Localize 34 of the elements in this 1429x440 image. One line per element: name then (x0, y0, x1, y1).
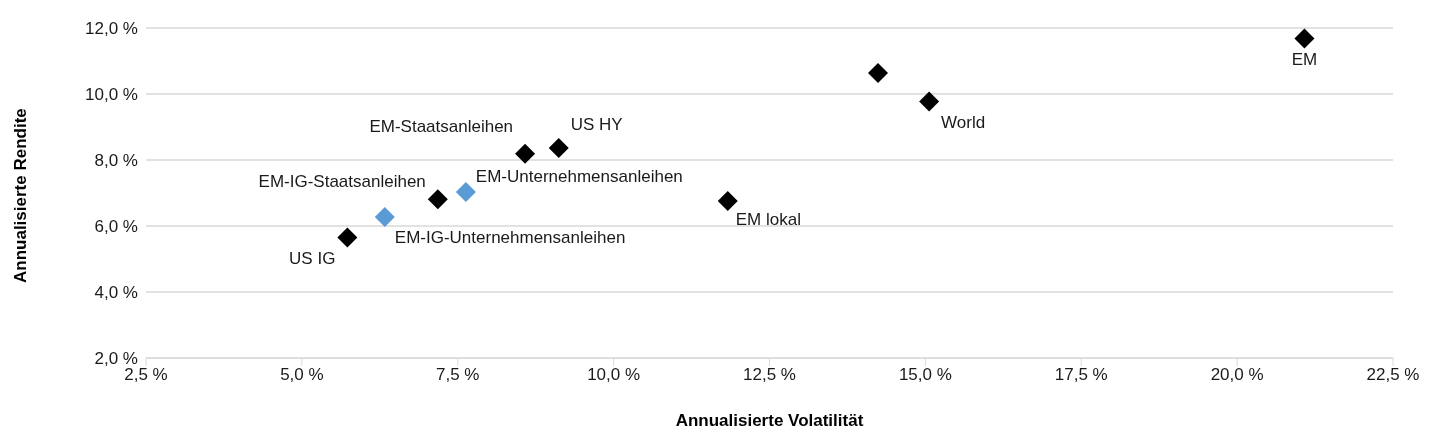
series-label: EM (1291, 49, 1318, 69)
point (374, 207, 395, 228)
y-axis-title: Annualisierte Rendite (11, 108, 31, 283)
series-label: World (941, 112, 986, 132)
y-tick-label: 8,0 % (94, 151, 138, 171)
point (427, 189, 448, 210)
series-label: EM-Unternehmensanleihen (475, 167, 683, 187)
y-tick-label: 6,0 % (94, 217, 138, 237)
series-label: US IG (289, 248, 336, 268)
point (1294, 28, 1315, 49)
point (867, 62, 888, 83)
point (455, 182, 476, 203)
series-label: EM-IG-Unternehmensanleihen (394, 228, 626, 248)
point (515, 143, 536, 164)
y-tick-label: 4,0 % (94, 283, 138, 303)
point (548, 138, 569, 159)
point (337, 227, 358, 248)
series-label: EM lokal (735, 209, 801, 229)
y-tick-label: 12,0 % (85, 19, 138, 39)
series-label: EM-Staatsanleihen (369, 116, 514, 136)
x-tick-label: 12,5 % (743, 365, 796, 385)
x-tick-label: 22,5 % (1366, 365, 1420, 385)
x-tick-label: 15,0 % (898, 365, 952, 385)
x-tick-label: 10,0 % (587, 365, 641, 385)
x-tick-label: 17,5 % (1054, 365, 1108, 385)
x-tick-label: 5,0 % (280, 365, 324, 385)
y-tick-label: 10,0 % (85, 85, 138, 105)
x-axis-title: Annualisierte Volatilität (675, 411, 864, 430)
point (919, 91, 940, 112)
series-label: US HY (570, 115, 623, 135)
x-tick-label: 7,5 % (436, 365, 480, 385)
series-label: EM-IG-Staatsanleihen (258, 172, 426, 192)
x-tick-label: 20,0 % (1210, 365, 1264, 385)
point (717, 190, 738, 211)
